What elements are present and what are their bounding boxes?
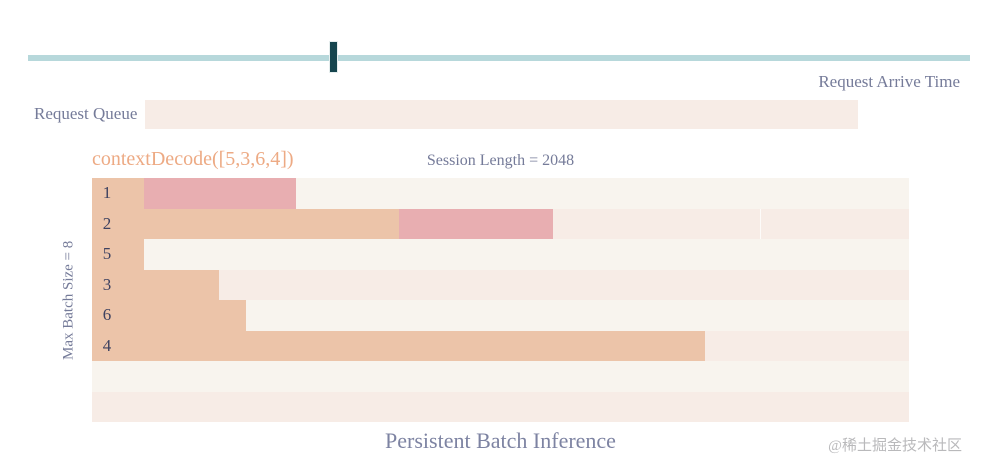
batch-row-label: 2 <box>102 213 112 233</box>
max-batch-size-label: Max Batch Size = 8 <box>60 240 77 360</box>
batch-row: 3 <box>92 269 909 300</box>
diagram-title: Persistent Batch Inference <box>385 428 616 453</box>
context-decode-label: contextDecode([5,3,6,4]) <box>92 148 294 170</box>
request-arrive-time-label: Request Arrive Time <box>818 72 960 91</box>
batch-row: 5 <box>92 239 909 270</box>
batch-row-label: 3 <box>102 274 112 294</box>
batch-row-label: 4 <box>102 335 112 355</box>
decode-bar <box>144 178 296 209</box>
current-time-marker <box>330 42 337 72</box>
context-bar <box>92 330 705 361</box>
decode-bar <box>399 208 553 239</box>
context-bar <box>92 300 246 331</box>
batch-row: 2 <box>92 208 909 239</box>
batch-row <box>92 391 909 422</box>
batch-grid: 1 2 5 3 6 4 <box>92 178 909 422</box>
batch-row-label: 5 <box>102 244 112 264</box>
batch-row: 6 <box>92 300 909 331</box>
stripe-seam <box>760 208 761 239</box>
batch-row <box>92 361 909 392</box>
request-queue-label: Request Queue <box>34 104 138 123</box>
batch-row-label: 6 <box>102 305 112 325</box>
timeline-axis <box>28 55 970 61</box>
watermark: @稀土掘金技术社区 <box>828 438 962 454</box>
context-bar <box>92 178 144 209</box>
context-bar <box>92 208 399 239</box>
batch-row-label: 1 <box>102 183 112 203</box>
session-length-label: Session Length = 2048 <box>426 152 575 169</box>
context-bar <box>92 239 144 270</box>
batch-row: 1 <box>92 178 909 209</box>
request-queue-bar <box>145 100 858 129</box>
batch-row: 4 <box>92 330 909 361</box>
context-bar <box>92 269 219 300</box>
